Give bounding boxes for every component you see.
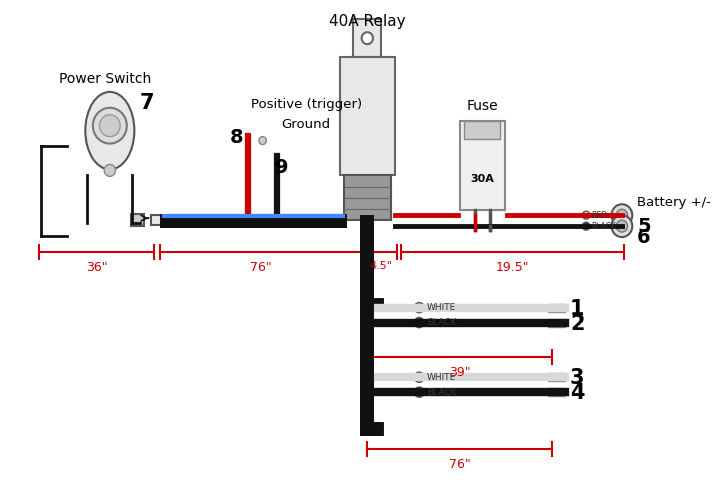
Bar	[464, 121, 500, 139]
Ellipse shape	[86, 92, 135, 170]
Text: 3: 3	[570, 368, 585, 388]
Text: Fuse: Fuse	[467, 99, 498, 113]
Text: Battery +/-: Battery +/-	[637, 196, 711, 209]
Circle shape	[99, 115, 120, 137]
Text: 9: 9	[275, 157, 289, 176]
Text: Power Switch: Power Switch	[59, 72, 151, 86]
Text: BLACK: BLACK	[427, 387, 456, 397]
Text: BLACK: BLACK	[592, 222, 616, 231]
Text: WHITE: WHITE	[427, 373, 456, 382]
Bar	[340, 57, 395, 176]
Text: 40A Relay: 40A Relay	[329, 14, 405, 29]
Circle shape	[104, 165, 115, 176]
Text: 1: 1	[570, 299, 585, 318]
Bar	[343, 176, 391, 220]
Circle shape	[616, 220, 628, 232]
Circle shape	[616, 209, 628, 221]
Text: 76": 76"	[449, 458, 471, 471]
Text: 19.5": 19.5"	[495, 261, 529, 274]
Circle shape	[259, 137, 266, 144]
Text: 8: 8	[230, 128, 244, 147]
Bar	[549, 304, 565, 312]
Text: RED: RED	[592, 211, 608, 220]
Bar	[130, 214, 144, 226]
Text: BLACK: BLACK	[427, 318, 456, 327]
Text: 30A: 30A	[470, 175, 495, 184]
Circle shape	[93, 108, 127, 143]
Text: 39": 39"	[449, 366, 471, 379]
Bar	[353, 19, 382, 57]
Text: Positive (trigger): Positive (trigger)	[251, 98, 362, 111]
Text: 4.5": 4.5"	[369, 261, 392, 271]
Circle shape	[582, 222, 590, 230]
Circle shape	[361, 32, 373, 44]
Text: WHITE: WHITE	[427, 303, 456, 312]
Circle shape	[415, 317, 424, 327]
Circle shape	[415, 303, 424, 313]
Text: 6: 6	[637, 228, 651, 247]
Circle shape	[611, 215, 632, 237]
Text: Ground: Ground	[282, 118, 330, 131]
Circle shape	[611, 204, 632, 226]
Bar	[549, 388, 565, 396]
Circle shape	[582, 211, 590, 219]
Bar	[549, 373, 565, 381]
Text: 76": 76"	[250, 261, 271, 274]
Text: 7: 7	[140, 93, 155, 113]
Text: 36": 36"	[86, 261, 107, 274]
Circle shape	[415, 387, 424, 397]
Circle shape	[415, 372, 424, 382]
Bar	[459, 121, 505, 210]
Text: 4: 4	[570, 383, 585, 403]
Text: 2: 2	[570, 314, 585, 334]
Bar	[151, 215, 161, 225]
Text: 5: 5	[637, 217, 651, 236]
Bar	[549, 318, 565, 326]
